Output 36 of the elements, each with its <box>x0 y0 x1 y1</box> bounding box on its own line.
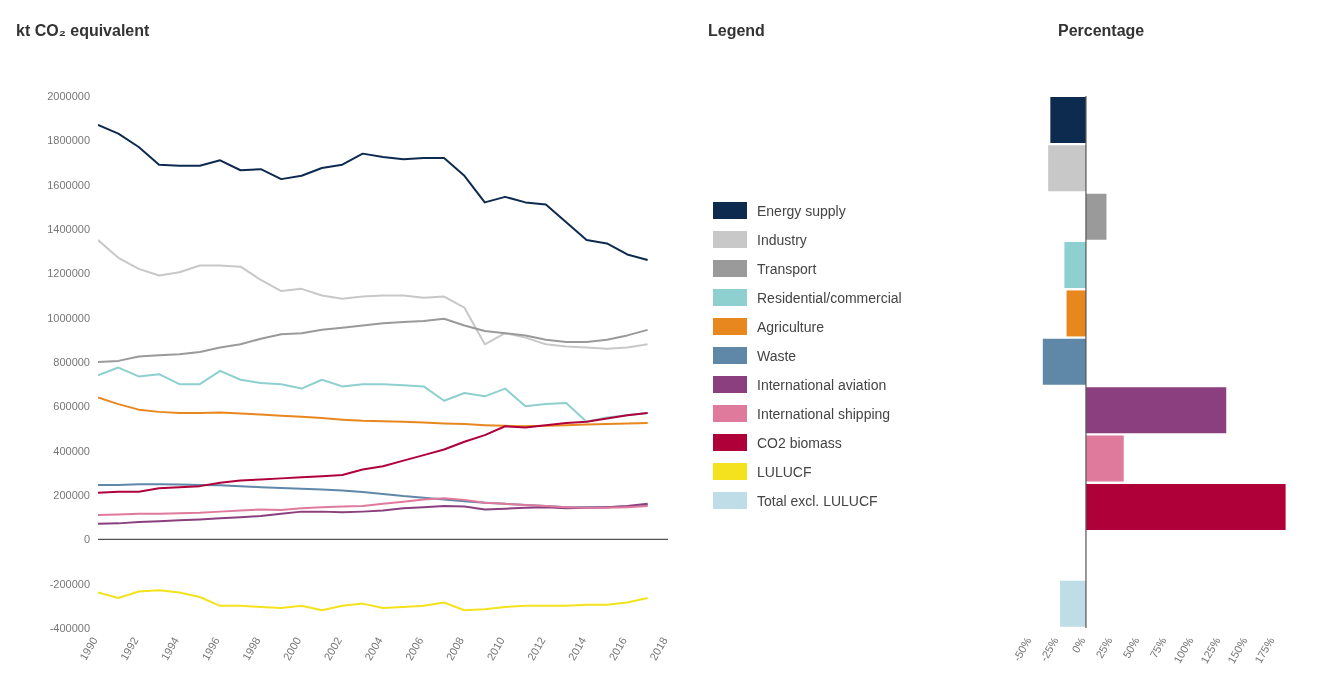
chart-title: kt CO₂ equivalent <box>16 22 150 40</box>
line-series <box>98 396 649 428</box>
y-tick-label: 600000 <box>53 400 90 413</box>
line-series <box>98 123 649 262</box>
x-tick-label: 0% <box>1069 634 1088 655</box>
line-series <box>98 239 649 350</box>
y-tick-label: 1800000 <box>47 134 90 147</box>
y-tick-label: -200000 <box>49 577 90 590</box>
line-series <box>98 411 649 494</box>
legend-label: LULUCF <box>757 463 812 480</box>
y-tick-label: 2000000 <box>47 89 90 102</box>
legend-label: International shipping <box>757 405 891 422</box>
y-tick-label: 0 <box>83 533 90 546</box>
legend-label: Agriculture <box>757 318 824 335</box>
legend-label: Residential/commercial <box>757 289 902 306</box>
y-tick-label: 1600000 <box>47 178 90 191</box>
legend-label: Industry <box>757 231 807 248</box>
line-series <box>98 502 649 525</box>
y-tick-label: 800000 <box>53 355 90 368</box>
line-series <box>98 497 649 516</box>
legend-label: Total excl. LULUCF <box>757 492 878 509</box>
y-tick-label: 1000000 <box>47 311 90 324</box>
line-series <box>98 317 649 363</box>
legend-title: Legend <box>708 22 765 40</box>
y-tick-label: 400000 <box>53 444 90 457</box>
y-tick-label: 1400000 <box>47 222 90 235</box>
legend-label: Energy supply <box>757 202 846 219</box>
y-tick-label: 1200000 <box>47 267 90 280</box>
y-tick-label: 200000 <box>53 488 90 501</box>
legend-label: Transport <box>757 260 817 277</box>
chart-title: Percentage <box>1058 22 1145 40</box>
legend-label: International aviation <box>757 376 887 393</box>
legend-label: CO2 biomass <box>757 434 842 451</box>
line-series <box>98 589 649 612</box>
y-tick-label: -400000 <box>49 621 90 634</box>
legend-label: Waste <box>757 347 797 364</box>
